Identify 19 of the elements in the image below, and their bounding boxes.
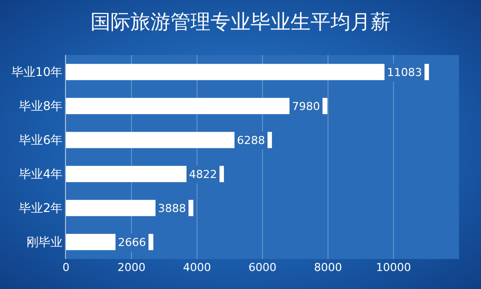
data-label: 4822 xyxy=(189,168,217,181)
data-label: 11083 xyxy=(387,66,422,79)
x-tick-label: 6000 xyxy=(248,261,276,274)
x-tick-label: 10000 xyxy=(376,261,411,274)
y-tick-label: 毕业10年 xyxy=(11,65,63,80)
y-tick-label: 毕业2年 xyxy=(18,201,63,216)
y-tick-label: 刚毕业 xyxy=(26,235,63,250)
data-label: 6288 xyxy=(237,134,265,147)
x-tick-label: 4000 xyxy=(183,261,211,274)
y-tick-label: 毕业4年 xyxy=(18,167,63,182)
x-tick-label: 2000 xyxy=(118,261,146,274)
y-tick-label: 毕业8年 xyxy=(18,99,63,114)
x-tick-label: 8000 xyxy=(314,261,342,274)
data-label: 2666 xyxy=(118,236,146,249)
data-label: 3888 xyxy=(158,202,186,215)
chart-title: 国际旅游管理专业毕业生平均月薪 xyxy=(90,9,390,34)
data-label: 7980 xyxy=(292,100,320,113)
y-tick-label: 毕业6年 xyxy=(18,133,63,148)
x-tick-label: 0 xyxy=(62,261,70,274)
